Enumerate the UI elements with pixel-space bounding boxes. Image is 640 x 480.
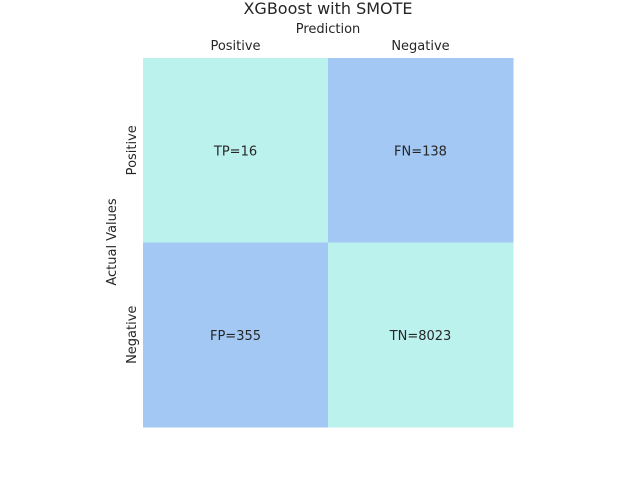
y-tick-label-positive: Positive	[125, 125, 140, 175]
heatmap-cell-negative-negative	[328, 242, 514, 428]
x-tick-label-negative: Negative	[391, 39, 449, 54]
x-axis-label: Prediction	[296, 22, 361, 37]
cell-value-label: TN=8023	[389, 329, 452, 344]
x-tick-labels: Positive Negative	[210, 39, 449, 54]
cell-value-label: FN=138	[394, 144, 447, 159]
heatmap-cell-positive-negative	[328, 58, 514, 243]
cell-value-label: FP=355	[210, 329, 261, 344]
y-tick-labels: Positive Negative	[125, 125, 140, 364]
cell-value-label: TP=16	[213, 144, 257, 159]
x-tick-label-positive: Positive	[210, 39, 260, 54]
y-tick-label-negative: Negative	[125, 306, 140, 364]
chart-title: XGBoost with SMOTE	[243, 0, 412, 18]
heatmap-cell-positive-positive	[143, 58, 329, 243]
heatmap-cell-labels: TP=16 FN=138 FP=355 TN=8023	[210, 144, 451, 344]
y-axis-label: Actual Values	[105, 198, 120, 286]
heatmap-cell-negative-positive	[143, 242, 329, 428]
heatmap-cells	[143, 58, 514, 428]
